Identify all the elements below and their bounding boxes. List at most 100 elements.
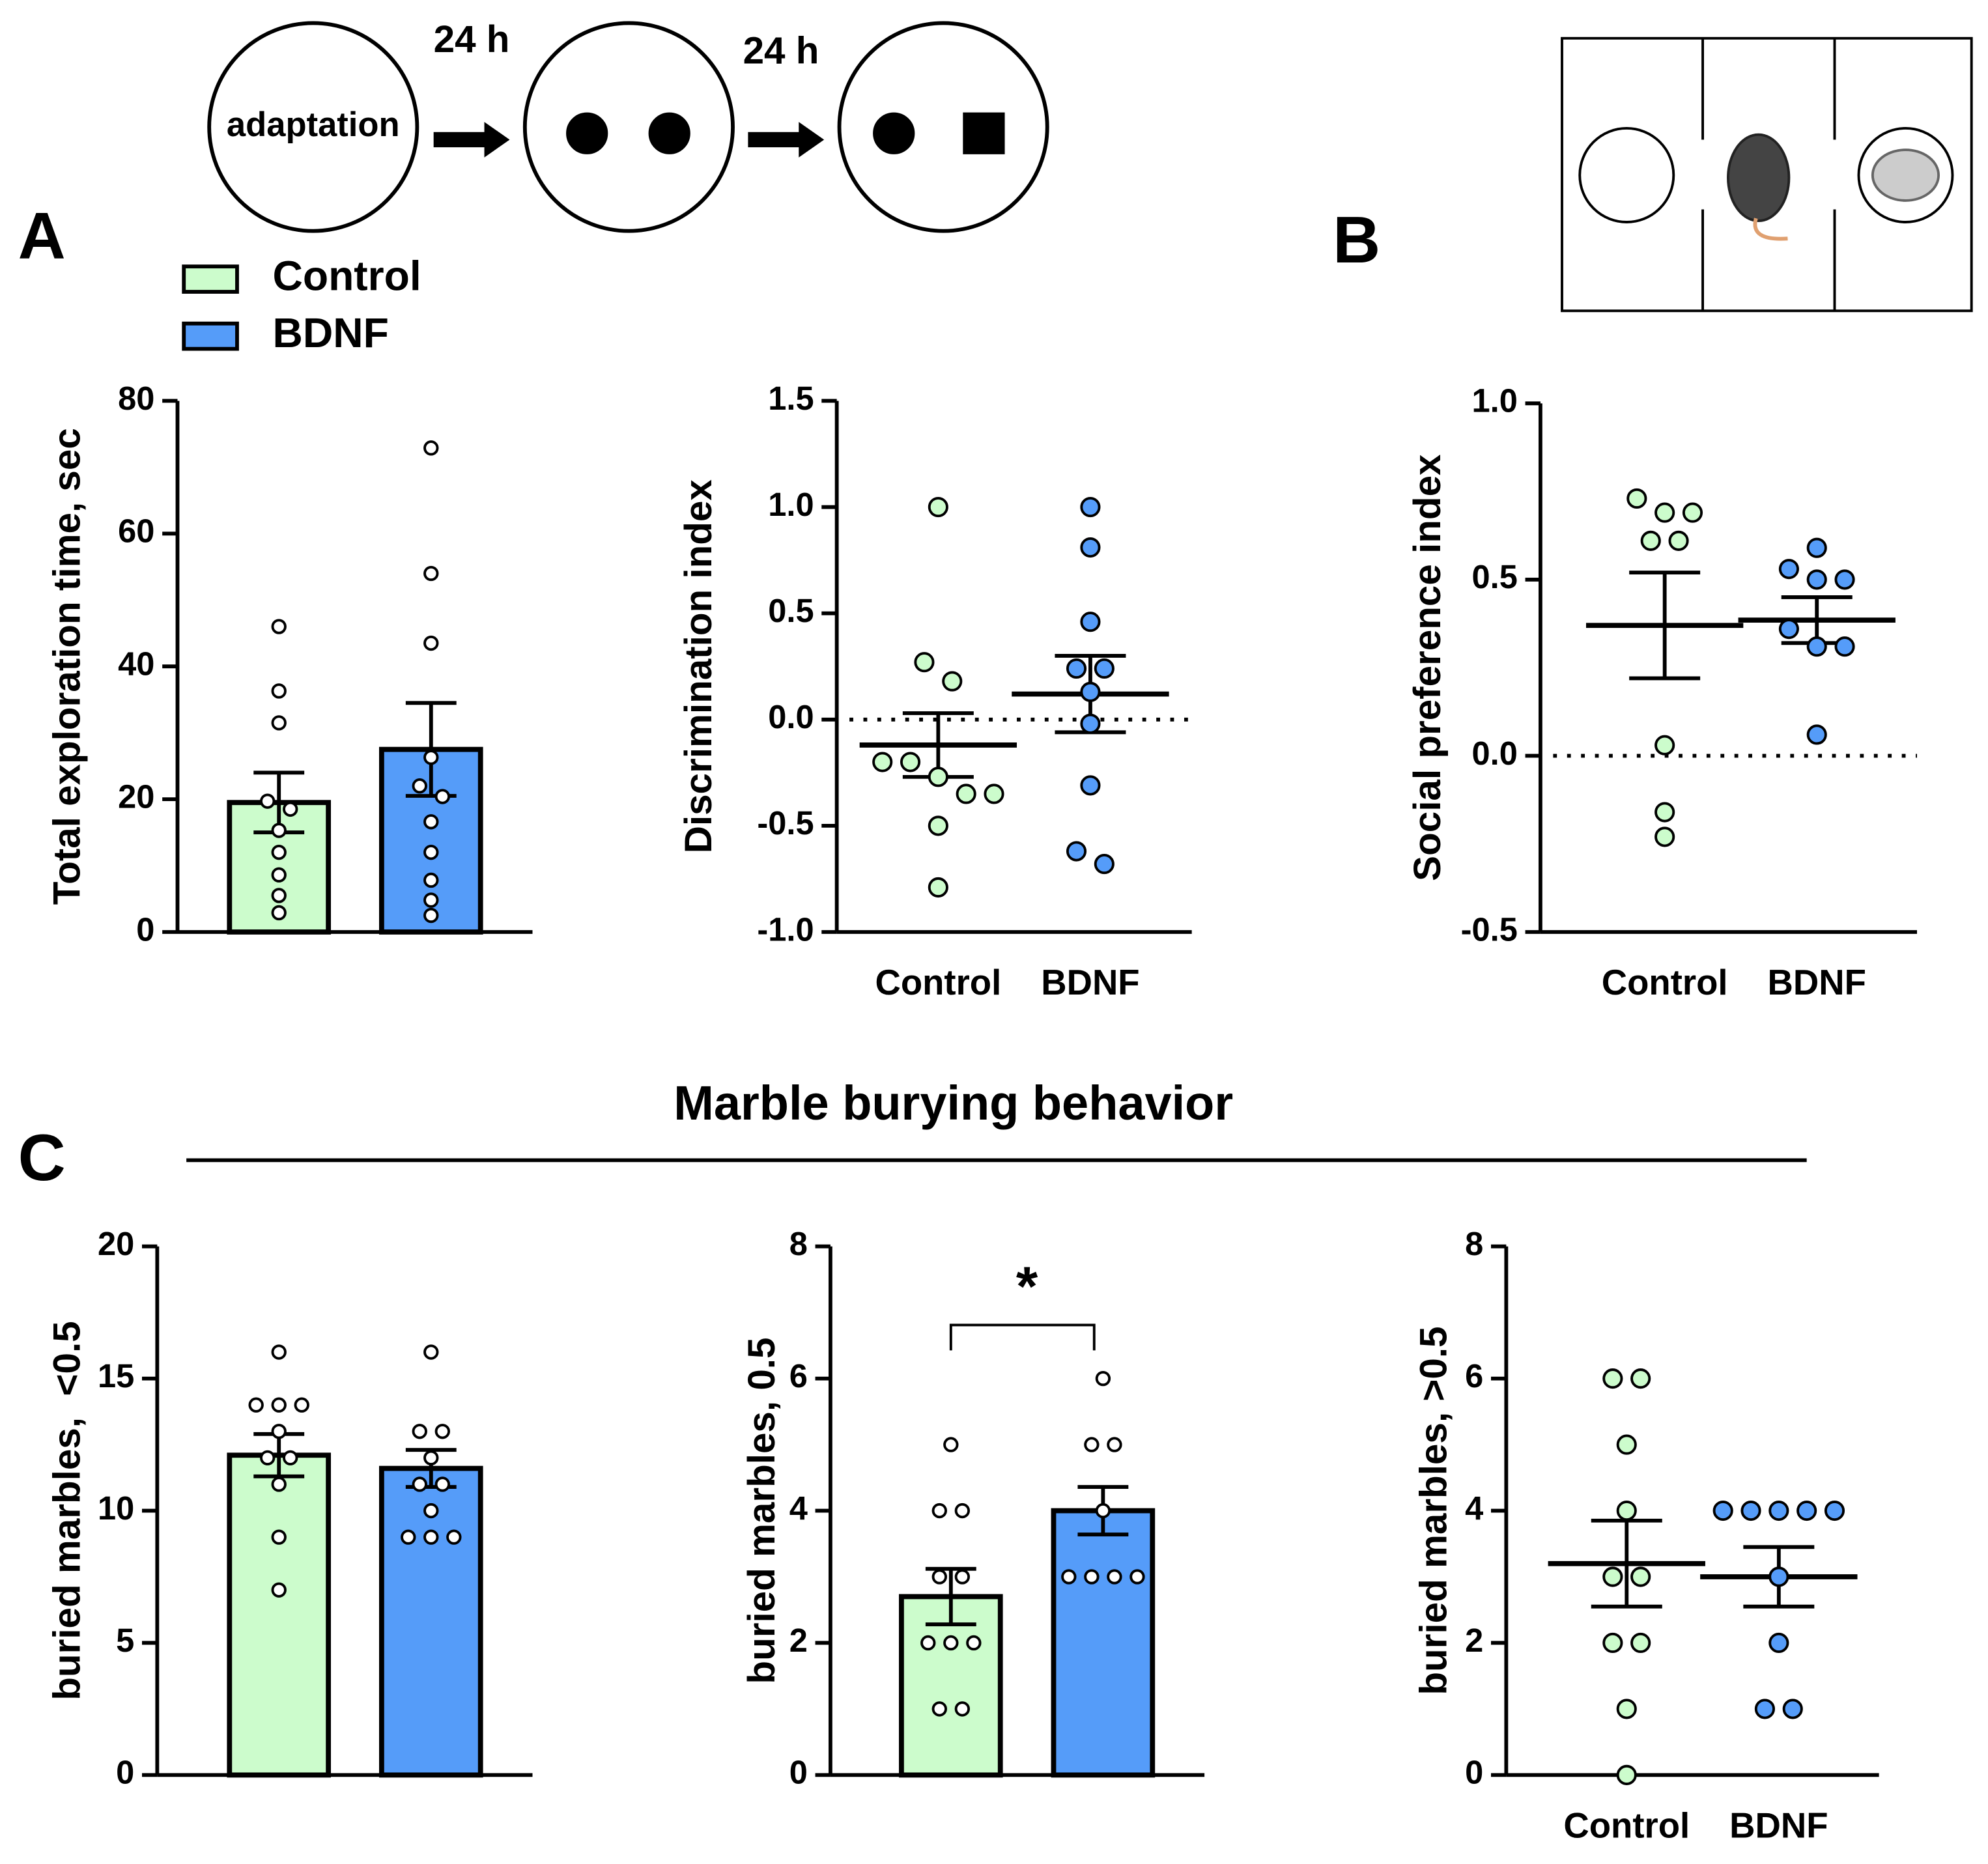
data-point — [283, 801, 298, 817]
x-tick-label: Control — [1602, 963, 1728, 1002]
data-point — [1768, 1500, 1789, 1521]
data-point — [954, 1503, 971, 1519]
data-point — [1754, 1699, 1775, 1719]
y-tick-label: 0 — [136, 911, 154, 948]
data-point — [271, 905, 287, 921]
panel-letter: A — [18, 199, 66, 273]
data-point — [271, 1424, 287, 1439]
data-point — [1080, 612, 1101, 632]
data-point — [1066, 658, 1087, 679]
data-point — [1806, 636, 1827, 657]
data-point — [401, 1529, 416, 1545]
data-point — [271, 619, 287, 634]
y-tick-label: 1.5 — [768, 380, 814, 417]
y-axis-label: buried marbles, >0.5 — [1413, 1326, 1455, 1695]
y-tick-label: 4 — [789, 1490, 808, 1527]
y-tick-label: 4 — [1465, 1490, 1483, 1527]
data-point — [1094, 658, 1115, 679]
object — [873, 112, 915, 154]
data-point — [1616, 1699, 1637, 1719]
data-point — [1768, 1566, 1789, 1587]
data-point — [1740, 1500, 1761, 1521]
data-point — [283, 1450, 298, 1466]
data-point — [1778, 559, 1799, 580]
y-axis-label: Total exploration time, sec — [46, 428, 88, 905]
object — [566, 112, 608, 154]
data-point — [412, 778, 427, 794]
x-tick-label: Control — [875, 963, 1001, 1002]
data-point — [1806, 724, 1827, 745]
data-point — [423, 1529, 439, 1545]
data-point — [1107, 1437, 1122, 1452]
data-point — [434, 1424, 450, 1439]
y-tick-label: -0.5 — [1461, 911, 1518, 948]
y-tick-label: 8 — [1465, 1225, 1483, 1262]
data-point — [1061, 1569, 1077, 1585]
data-point — [1768, 1632, 1789, 1654]
data-point — [271, 1397, 287, 1413]
y-tick-label: 40 — [118, 645, 154, 683]
data-point — [956, 784, 976, 804]
y-tick-label: 2 — [789, 1622, 808, 1659]
data-point — [1782, 1699, 1803, 1719]
data-point — [1640, 530, 1661, 551]
empty-cup — [1578, 127, 1675, 223]
error-bar — [925, 1566, 976, 1626]
data-point — [260, 793, 276, 809]
section-title: Marble burying behavior — [674, 1076, 1233, 1130]
data-point — [271, 683, 287, 699]
x-tick-label: BDNF — [1729, 1806, 1828, 1846]
data-point — [928, 815, 948, 836]
significance-bracket — [949, 1323, 1096, 1351]
data-point — [928, 767, 948, 787]
data-point — [271, 867, 287, 883]
data-point — [1796, 1500, 1817, 1521]
data-point — [914, 652, 935, 673]
data-point — [271, 1582, 287, 1598]
data-point — [1806, 537, 1827, 558]
data-point — [423, 892, 439, 908]
y-tick-label: 0.0 — [768, 698, 814, 735]
data-point — [1654, 502, 1675, 523]
data-point — [271, 888, 287, 903]
data-point — [1834, 636, 1855, 657]
chamber — [1561, 36, 1973, 313]
data-point — [434, 1476, 450, 1492]
data-point — [954, 1701, 971, 1717]
data-point — [271, 844, 287, 860]
significance-label: * — [1016, 1255, 1038, 1318]
data-point — [1107, 1569, 1122, 1585]
data-point — [1095, 1503, 1111, 1519]
y-tick-label: 1.0 — [768, 486, 814, 523]
data-point — [423, 814, 439, 830]
data-point — [1630, 1632, 1651, 1654]
y-tick-label: 6 — [1465, 1357, 1483, 1394]
data-point — [1602, 1632, 1623, 1654]
x-tick-label: Control — [1563, 1806, 1690, 1846]
divider — [1701, 38, 1836, 311]
y-tick-label: -1.0 — [757, 911, 814, 948]
data-point — [1682, 502, 1703, 523]
data-point — [271, 1476, 287, 1492]
data-point — [1095, 1370, 1111, 1387]
y-tick-label: 0 — [116, 1754, 134, 1791]
data-point — [423, 872, 439, 888]
data-point — [931, 1701, 947, 1717]
data-point — [1712, 1500, 1733, 1521]
data-point — [1602, 1566, 1623, 1587]
data-point — [928, 496, 948, 518]
data-point — [423, 1450, 439, 1466]
data-point — [434, 789, 450, 804]
y-tick-label: 10 — [98, 1490, 134, 1527]
data-point — [1824, 1500, 1845, 1521]
data-point — [931, 1503, 947, 1519]
data-point — [423, 1503, 439, 1519]
y-axis-label: Social preference index — [1406, 454, 1449, 881]
data-point — [1630, 1368, 1651, 1389]
data-point — [1080, 713, 1101, 734]
data-point — [931, 1569, 947, 1585]
y-tick-label: 15 — [98, 1357, 134, 1394]
data-point — [271, 823, 287, 838]
data-point — [984, 784, 1004, 804]
data-point — [294, 1397, 309, 1413]
